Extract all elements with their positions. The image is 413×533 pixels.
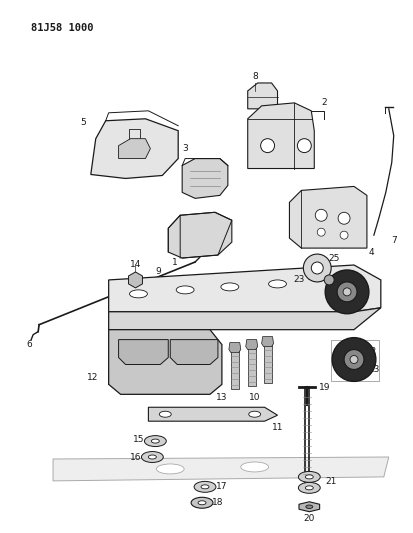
- Ellipse shape: [194, 481, 216, 492]
- Polygon shape: [118, 139, 150, 158]
- Polygon shape: [247, 342, 255, 386]
- Text: 25: 25: [328, 254, 339, 263]
- Ellipse shape: [305, 486, 313, 490]
- Text: 24: 24: [307, 273, 318, 282]
- Text: 21: 21: [325, 478, 336, 487]
- Ellipse shape: [141, 451, 163, 463]
- Polygon shape: [261, 337, 273, 346]
- Text: 18: 18: [212, 498, 223, 507]
- Circle shape: [297, 139, 311, 152]
- Ellipse shape: [159, 411, 171, 417]
- Polygon shape: [170, 340, 217, 365]
- Ellipse shape: [144, 435, 166, 447]
- Ellipse shape: [148, 455, 156, 459]
- Text: 1: 1: [172, 257, 178, 266]
- Text: 19: 19: [318, 383, 329, 392]
- Ellipse shape: [156, 464, 184, 474]
- Text: 6: 6: [26, 340, 32, 349]
- Ellipse shape: [176, 286, 194, 294]
- Polygon shape: [228, 343, 240, 352]
- Text: 5: 5: [80, 118, 85, 127]
- Text: 15: 15: [133, 434, 144, 443]
- Polygon shape: [118, 340, 168, 365]
- Circle shape: [349, 356, 357, 364]
- Circle shape: [260, 139, 274, 152]
- Ellipse shape: [298, 471, 320, 482]
- Text: 11: 11: [271, 423, 282, 432]
- Circle shape: [316, 228, 325, 236]
- Text: 16: 16: [129, 453, 141, 462]
- Polygon shape: [128, 272, 142, 288]
- Polygon shape: [108, 308, 380, 330]
- Polygon shape: [289, 187, 366, 248]
- Circle shape: [339, 231, 347, 239]
- Text: 2: 2: [320, 99, 326, 107]
- Polygon shape: [148, 407, 277, 421]
- Text: 14: 14: [130, 260, 141, 269]
- Text: 23: 23: [367, 365, 379, 374]
- Polygon shape: [90, 119, 178, 179]
- Circle shape: [336, 282, 356, 302]
- Text: 4: 4: [367, 247, 373, 256]
- Circle shape: [311, 262, 323, 274]
- Circle shape: [323, 275, 333, 285]
- Polygon shape: [247, 83, 277, 109]
- Polygon shape: [230, 345, 238, 389]
- Ellipse shape: [305, 505, 312, 508]
- Text: 3: 3: [182, 144, 188, 153]
- Ellipse shape: [248, 411, 260, 417]
- Ellipse shape: [268, 280, 286, 288]
- Ellipse shape: [221, 283, 238, 291]
- Circle shape: [343, 350, 363, 369]
- Circle shape: [303, 254, 330, 282]
- Polygon shape: [298, 502, 319, 512]
- Text: 81J58 1000: 81J58 1000: [31, 23, 93, 33]
- Polygon shape: [245, 340, 257, 350]
- Circle shape: [331, 337, 375, 382]
- Text: 13: 13: [216, 393, 227, 402]
- Ellipse shape: [305, 475, 313, 479]
- Polygon shape: [168, 212, 231, 258]
- Circle shape: [337, 212, 349, 224]
- Ellipse shape: [129, 290, 147, 298]
- Circle shape: [315, 209, 326, 221]
- Ellipse shape: [201, 485, 209, 489]
- Polygon shape: [247, 103, 313, 168]
- Text: 8: 8: [252, 72, 258, 82]
- Text: 7: 7: [390, 236, 396, 245]
- Ellipse shape: [240, 462, 268, 472]
- Polygon shape: [182, 158, 227, 198]
- Ellipse shape: [298, 482, 320, 494]
- Polygon shape: [263, 338, 271, 383]
- Text: 23: 23: [293, 276, 304, 285]
- Circle shape: [325, 270, 368, 314]
- Polygon shape: [108, 330, 221, 394]
- Circle shape: [342, 288, 350, 296]
- Polygon shape: [53, 457, 388, 481]
- Text: 10: 10: [248, 393, 260, 402]
- Text: 12: 12: [87, 373, 98, 382]
- Text: 17: 17: [216, 482, 227, 491]
- Polygon shape: [108, 265, 380, 312]
- Text: 20: 20: [303, 514, 314, 523]
- Text: 22: 22: [364, 347, 375, 356]
- Text: 9: 9: [155, 268, 161, 277]
- Ellipse shape: [191, 497, 212, 508]
- Ellipse shape: [151, 439, 159, 443]
- Ellipse shape: [197, 501, 206, 505]
